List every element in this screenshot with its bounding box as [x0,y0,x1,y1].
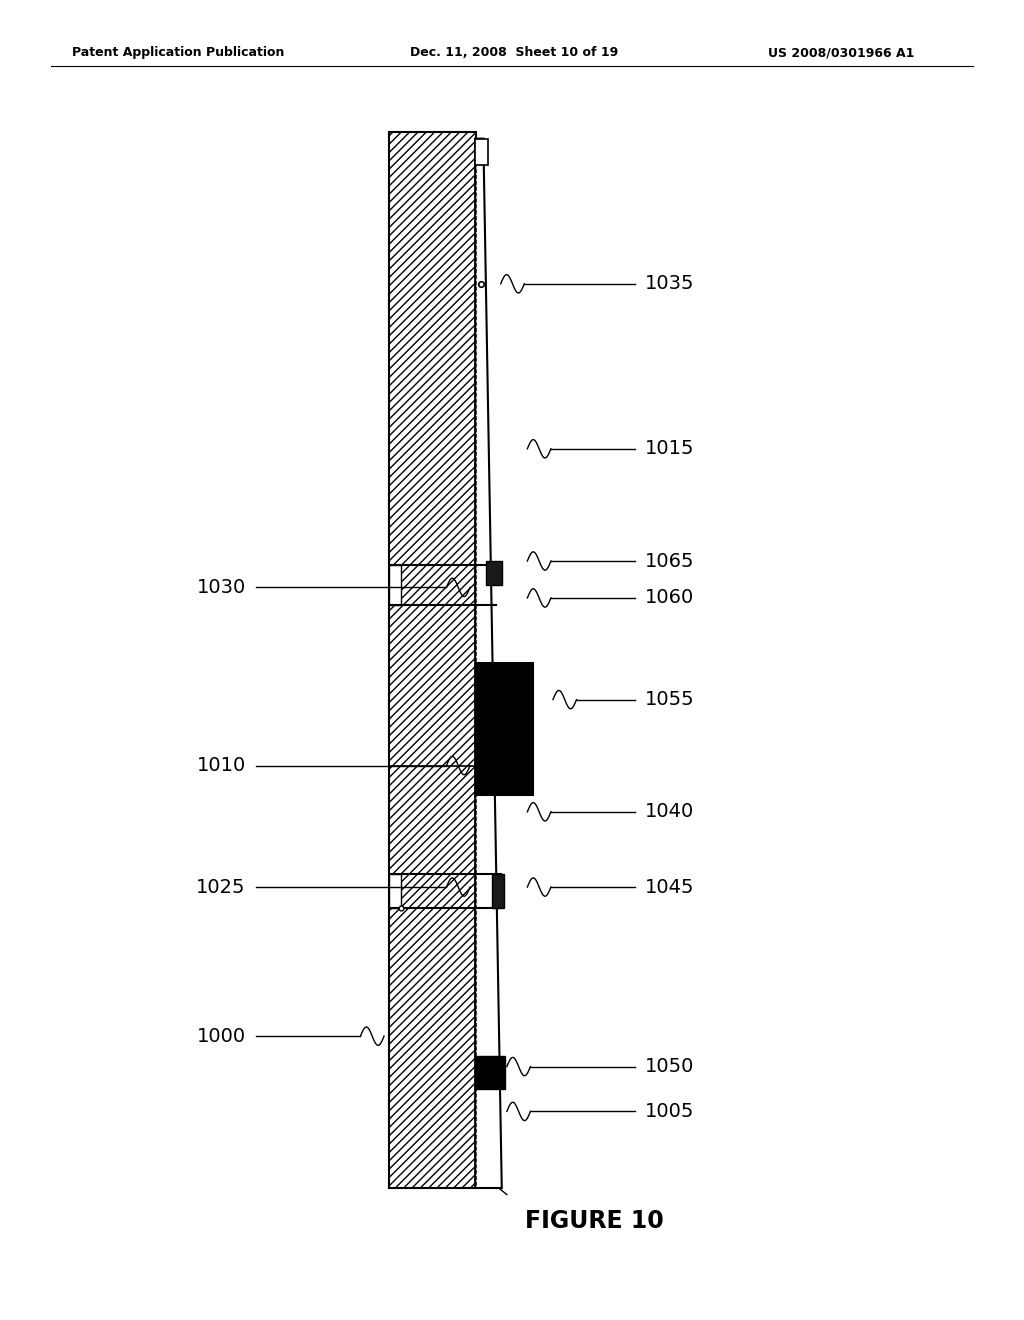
Bar [389,874,401,908]
Bar [389,132,476,1188]
Text: 1005: 1005 [645,1102,694,1121]
Text: 1015: 1015 [645,440,694,458]
Text: 1065: 1065 [645,552,694,570]
Text: 1025: 1025 [197,878,246,896]
Text: US 2008/0301966 A1: US 2008/0301966 A1 [768,46,914,59]
Text: FIGURE 10: FIGURE 10 [524,1209,664,1233]
Text: Patent Application Publication: Patent Application Publication [72,46,284,59]
Bar [476,1056,505,1089]
Bar [475,139,488,165]
Text: 1030: 1030 [197,578,246,597]
Text: 1055: 1055 [645,690,694,709]
Text: 1000: 1000 [197,1027,246,1045]
Polygon shape [475,139,502,1188]
Text: 1040: 1040 [645,803,694,821]
Text: 1050: 1050 [645,1057,694,1076]
Bar [485,561,502,585]
Text: 1010: 1010 [197,756,246,775]
Text: Dec. 11, 2008  Sheet 10 of 19: Dec. 11, 2008 Sheet 10 of 19 [410,46,617,59]
Text: 1035: 1035 [645,275,694,293]
Text: 1060: 1060 [645,589,694,607]
Text: 1045: 1045 [645,878,694,896]
Bar [476,663,532,795]
Bar [493,874,505,908]
Bar [389,565,401,605]
